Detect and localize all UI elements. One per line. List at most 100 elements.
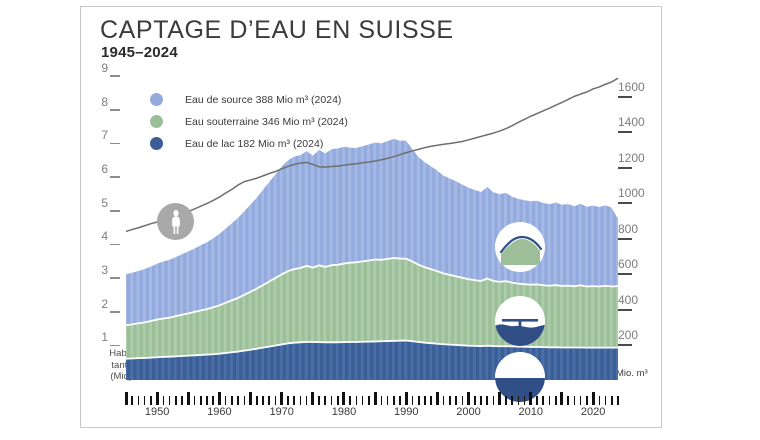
- year-stripe: [566, 340, 570, 380]
- year-stripe: [248, 258, 252, 359]
- year-stripe: [485, 137, 489, 326]
- year-stripe: [591, 258, 595, 359]
- year-stripe: [323, 340, 327, 380]
- year-stripe: [335, 137, 339, 326]
- year-stripe: [584, 258, 588, 359]
- year-stripe: [329, 137, 333, 326]
- year-stripe: [348, 340, 352, 380]
- legend-item-groundwater: Eau souterraine 346 Mio m³ (2024): [150, 112, 348, 131]
- area-eau-de-lac-top-edge: [125, 339, 618, 360]
- year-stripe: [491, 137, 495, 326]
- year-stripe: [242, 137, 246, 326]
- year-stripe: [230, 137, 233, 326]
- year-stripe: [547, 340, 551, 380]
- y-axis-right-tick-label: 1400: [618, 115, 645, 130]
- year-stripe: [342, 340, 345, 380]
- x-axis-tick: [560, 392, 564, 405]
- x-axis-tick: [217, 392, 221, 405]
- year-stripe: [591, 137, 595, 326]
- year-stripe: [267, 137, 271, 326]
- year-stripe: [491, 258, 495, 359]
- year-stripe: [609, 340, 613, 380]
- year-stripe: [167, 340, 171, 380]
- x-axis-label-2020: 2020: [580, 406, 606, 418]
- x-axis-tick: [517, 396, 520, 405]
- y-axis-left-tick-label: 5: [101, 195, 108, 210]
- year-stripe: [597, 258, 601, 359]
- legend-dot-groundwater-icon: [150, 115, 163, 128]
- year-stripe: [367, 258, 370, 359]
- year-stripe: [385, 258, 389, 359]
- year-stripe: [609, 137, 613, 326]
- year-stripe: [217, 340, 221, 380]
- year-stripe: [217, 258, 221, 359]
- x-axis-tick: [380, 396, 383, 405]
- x-axis-tick: [442, 396, 445, 405]
- year-stripe: [186, 340, 190, 380]
- year-stripe: [385, 340, 389, 380]
- x-axis-tick: [249, 392, 253, 405]
- year-stripe: [472, 258, 476, 359]
- year-stripe: [597, 340, 601, 380]
- groundwater-badge: [495, 296, 545, 346]
- y-axis-right-tick-label: 1000: [618, 186, 645, 201]
- year-stripe: [460, 137, 464, 326]
- year-stripe: [379, 340, 383, 380]
- x-axis-tick: [486, 396, 488, 405]
- year-stripe: [485, 340, 489, 380]
- year-stripe: [230, 340, 233, 380]
- year-stripe: [466, 137, 470, 326]
- year-stripe: [161, 340, 165, 380]
- x-axis-tick: [579, 396, 582, 405]
- x-axis-tick: [548, 396, 551, 405]
- year-stripe: [560, 340, 563, 380]
- year-stripe: [354, 340, 358, 380]
- x-axis-tick: [324, 396, 327, 405]
- y-axis-left-tick-label: 1: [101, 330, 108, 345]
- x-axis-tick: [237, 396, 239, 405]
- year-stripe: [404, 258, 408, 359]
- x-axis-tick: [604, 396, 607, 405]
- year-stripe: [447, 137, 451, 326]
- year-stripe: [236, 137, 240, 326]
- year-stripe: [149, 340, 152, 380]
- x-axis-tick: [536, 396, 538, 405]
- year-stripe: [130, 340, 134, 380]
- year-stripe: [236, 340, 240, 380]
- y-axis-right-tick-800: 800: [614, 222, 662, 240]
- year-stripe: [267, 340, 271, 380]
- year-stripe: [578, 340, 582, 380]
- x-axis-tick: [318, 396, 320, 405]
- year-stripe: [360, 258, 364, 359]
- x-axis-tick: [212, 396, 214, 405]
- year-stripe: [447, 340, 451, 380]
- x-axis-tick: [542, 396, 545, 405]
- x-axis-tick: [299, 396, 302, 405]
- year-stripe: [416, 340, 420, 380]
- year-stripe: [584, 340, 588, 380]
- year-stripe: [541, 137, 545, 326]
- x-axis-tick: [280, 392, 284, 405]
- legend-item-source: Eau de source 388 Mio m³ (2024): [150, 90, 348, 109]
- y-axis-left-tick-mark: [110, 75, 120, 77]
- year-stripe: [609, 258, 613, 359]
- year-stripe: [279, 258, 283, 359]
- x-axis-tick: [268, 396, 271, 405]
- y-axis-left-tick-5: 5: [80, 195, 120, 212]
- year-stripe: [584, 137, 588, 326]
- person-icon: [171, 209, 180, 234]
- year-stripe: [398, 137, 402, 326]
- y-axis-left-tick-mark: [110, 277, 120, 279]
- y-axis-left-tick-4: 4: [80, 229, 120, 246]
- x-axis-tick: [150, 396, 152, 405]
- year-stripe: [342, 137, 345, 326]
- x-axis-tick: [573, 396, 576, 405]
- year-stripe: [198, 340, 202, 380]
- year-stripe: [373, 137, 377, 326]
- year-stripe: [273, 340, 277, 380]
- year-stripe: [310, 258, 314, 359]
- population-line: [125, 77, 619, 233]
- year-stripe: [416, 258, 420, 359]
- year-stripe: [566, 258, 570, 359]
